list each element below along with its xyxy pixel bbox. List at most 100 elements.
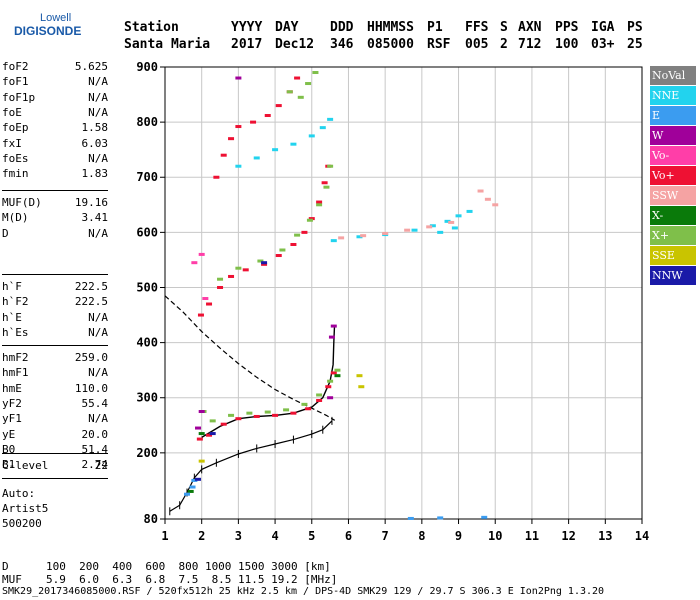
echo-point-vo [228, 137, 235, 141]
x-tick-label: 12 [561, 529, 575, 543]
legend-item: E [650, 106, 696, 125]
header-label-ffs: FFS [465, 20, 489, 35]
param-row: foEp 1.58 [2, 121, 108, 136]
legend-item: X+ [650, 226, 696, 245]
header-value-pps: 100 [555, 37, 579, 52]
echo-point-x [327, 164, 334, 168]
param-row: D N/A [2, 227, 108, 242]
param-value: N/A [88, 75, 108, 89]
echo-point-nne [444, 219, 451, 223]
param-row: fxI 6.03 [2, 137, 108, 152]
header-label-station: Station [124, 20, 179, 35]
echo-point-vo [250, 120, 257, 124]
param-row: yF1 N/A [2, 412, 108, 427]
echo-point-ssw [484, 197, 491, 201]
param-value: 2.74 [81, 458, 109, 472]
param-value: N/A [88, 310, 108, 324]
echo-point-x [316, 203, 323, 207]
echo-point-w [198, 410, 205, 414]
header-value-ddd: 346 [330, 37, 354, 52]
echo-point-vo [325, 385, 332, 389]
param-value: 3.41 [81, 211, 109, 225]
param-name: h`F2 [2, 295, 29, 309]
header-value-iga: 03+ [591, 37, 615, 52]
echo-point-vo [308, 217, 315, 221]
header-value-ps: 25 [627, 37, 643, 52]
plot-frame [164, 66, 643, 520]
echo-point-vo [290, 411, 297, 415]
y-tick-label: 900 [136, 60, 158, 74]
echo-point-x [316, 393, 323, 397]
echo-point-nne [356, 235, 363, 239]
echo-point-vo [275, 254, 282, 258]
footer-file-line: SMK29_2017346085000.RSF / 520fx512h 25 k… [2, 586, 605, 597]
legend-item: SSW [650, 186, 696, 205]
param-value: N/A [88, 325, 108, 339]
echo-point-vo [330, 371, 337, 375]
echo-point-vo [220, 422, 227, 426]
echo-point-w [195, 426, 202, 430]
param-row: foF1p N/A [2, 91, 108, 106]
echo-point-vo [206, 302, 213, 306]
echo-point-x [334, 374, 341, 378]
param-value: 222.5 [74, 295, 108, 309]
echo-point-vo [301, 230, 308, 234]
param-value: 110.0 [74, 381, 108, 395]
echo-point-nne [235, 164, 242, 168]
echo-point-nne [451, 226, 458, 230]
echo-point-e [437, 516, 444, 520]
param-value: 5.625 [74, 60, 108, 73]
param-name: D [2, 226, 9, 240]
profile-curve [164, 295, 336, 421]
echo-point-ssw [382, 231, 389, 235]
echo-point-x [279, 248, 286, 252]
echo-point-w [327, 396, 334, 400]
echo-point-x [217, 277, 224, 281]
x-tick-label: 6 [345, 529, 352, 543]
param-value: 1.83 [81, 167, 109, 181]
echo-point-x [297, 95, 304, 99]
param-row: foE N/A [2, 106, 108, 121]
echo-point-nnw [209, 432, 216, 436]
echo-point-nne [429, 224, 436, 228]
legend-item: NoVal [650, 66, 696, 85]
param-name: C-level [2, 459, 49, 472]
echo-point-sse [358, 385, 365, 389]
echo-point-x [198, 432, 205, 436]
param-row: B1 2.74 [2, 458, 108, 473]
x-tick-label: 14 [635, 529, 649, 543]
echo-point-nne [455, 214, 462, 218]
header-value-s: 2 [500, 37, 508, 52]
footer-muf-values: 5.9 6.0 6.3 6.8 7.5 8.5 11.5 19.2 [MHz] [46, 573, 338, 586]
echo-point-x [286, 90, 293, 94]
echo-point-x [246, 411, 253, 415]
header-value-hhmmss: 085000 [367, 37, 414, 52]
header-label-axn: AXN [518, 20, 542, 35]
x-tick-label: 9 [455, 529, 462, 543]
legend-item: NNW [650, 266, 696, 285]
echo-point-sse [198, 459, 205, 463]
param-name: foEp [2, 121, 29, 135]
echo-point-vo [305, 407, 312, 411]
param-row: fmin 1.83 [2, 167, 108, 182]
param-row: h`E N/A [2, 311, 108, 326]
echo-point-vo [316, 200, 323, 204]
param-name: M(D) [2, 211, 29, 225]
param-name: h`F [2, 280, 22, 293]
header-label-hhmmss: HHMMSS [367, 20, 414, 35]
param-name: foEs [2, 151, 29, 165]
param-name: foF2 [2, 60, 29, 73]
auto-method: Artist5 [2, 502, 49, 515]
param-name: yF1 [2, 412, 22, 426]
param-row: hmF2 259.0 [2, 351, 108, 366]
legend-item: Vo- [650, 146, 696, 165]
y-tick-label: 300 [136, 391, 158, 405]
y-tick-label: 200 [136, 446, 158, 460]
legend-item: NNE [650, 86, 696, 105]
param-value: N/A [88, 105, 108, 119]
header-label-s: S [500, 20, 508, 35]
x-tick-label: 13 [598, 529, 612, 543]
param-row: M(D) 3.41 [2, 211, 108, 226]
x-tick-label: 7 [382, 529, 389, 543]
param-row: hmF1 N/A [2, 366, 108, 381]
